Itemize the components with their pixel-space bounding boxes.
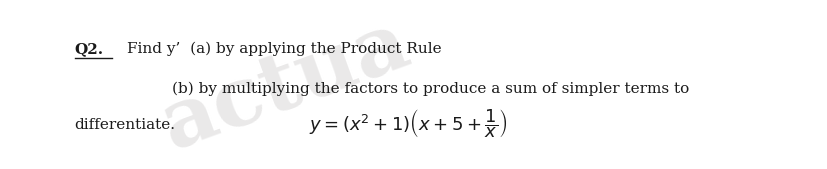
Text: Find y’  (a) by applying the Product Rule: Find y’ (a) by applying the Product Rule bbox=[127, 42, 442, 56]
Text: actua: actua bbox=[151, 3, 421, 166]
Text: (b) by multiplying the factors to produce a sum of simpler terms to: (b) by multiplying the factors to produc… bbox=[172, 82, 690, 96]
Text: Q2.: Q2. bbox=[74, 42, 103, 56]
Text: $y = (x^2 + 1)\left(x + 5 + \dfrac{1}{x}\right)$: $y = (x^2 + 1)\left(x + 5 + \dfrac{1}{x}… bbox=[308, 107, 507, 140]
Text: differentiate.: differentiate. bbox=[74, 118, 175, 132]
